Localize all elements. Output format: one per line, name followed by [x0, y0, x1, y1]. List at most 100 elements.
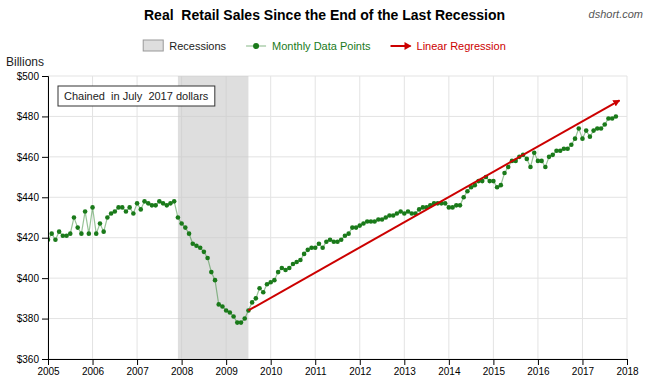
annotation-box — [58, 86, 215, 106]
x-tick: 2010 — [260, 359, 283, 377]
data-point — [124, 209, 129, 214]
data-point — [543, 165, 548, 170]
x-tick: 2018 — [616, 359, 639, 377]
legend-marker — [253, 43, 259, 49]
data-point — [83, 209, 88, 214]
x-tick-mark — [627, 359, 628, 365]
y-grid-line — [48, 237, 627, 238]
y-axis-line — [42, 77, 49, 360]
y-tick-label: $440 — [17, 192, 40, 203]
data-point — [127, 205, 132, 210]
x-tick-label: 2015 — [483, 366, 506, 377]
y-grid-line — [48, 116, 627, 117]
data-point — [532, 151, 537, 156]
x-tick-label: 2010 — [260, 366, 283, 377]
x-grid-line — [582, 76, 583, 359]
x-grid-line — [493, 76, 494, 359]
data-point — [614, 114, 619, 119]
y-axis: $360$380$400$420$440$460$480$500 — [17, 71, 49, 365]
x-tick-label: 2018 — [616, 366, 639, 377]
data-point — [254, 296, 259, 301]
data-point — [602, 122, 607, 127]
data-point — [205, 256, 210, 261]
data-point — [113, 209, 118, 214]
y-tick-label: $480 — [17, 111, 40, 122]
data-point — [261, 290, 266, 295]
x-tick: 2009 — [216, 359, 239, 377]
data-point — [75, 225, 80, 230]
x-tick-label: 2014 — [438, 366, 461, 377]
y-tick: $460 — [17, 152, 48, 163]
data-point — [220, 304, 225, 309]
data-point — [499, 183, 504, 188]
y-tick-label: $360 — [17, 354, 40, 365]
data-point — [49, 231, 54, 236]
x-tick-label: 2009 — [216, 366, 239, 377]
data-point — [202, 250, 207, 255]
data-point — [53, 237, 58, 242]
data-point — [198, 246, 203, 251]
legend: RecessionsMonthly Data PointsLinear Regr… — [143, 40, 506, 52]
watermark: dshort.com — [589, 8, 643, 20]
data-point — [79, 231, 84, 236]
y-tick-label: $500 — [17, 71, 40, 82]
y-tick-label: $400 — [17, 273, 40, 284]
y-tick-mark — [42, 197, 48, 198]
y-tick-mark — [42, 359, 48, 360]
x-tick: 2008 — [171, 359, 194, 377]
x-tick-label: 2017 — [572, 366, 595, 377]
title: Real Retail Sales Since the End of the L… — [144, 7, 505, 23]
x-tick: 2016 — [527, 359, 550, 377]
x-tick-mark — [226, 359, 227, 365]
x-tick: 2006 — [82, 359, 105, 377]
data-point — [298, 258, 303, 263]
chart: 2005200620072008200920102011201220132014… — [0, 0, 649, 385]
x-tick-mark — [93, 359, 94, 365]
data-point — [239, 320, 244, 325]
x-tick-label: 2016 — [527, 366, 550, 377]
x-grid-line — [270, 76, 271, 359]
data-point — [135, 201, 140, 206]
data-point — [242, 316, 247, 321]
x-grid-line — [92, 76, 93, 359]
y-tick: $400 — [17, 273, 48, 284]
data-point — [599, 126, 604, 131]
data-point — [584, 128, 589, 133]
x-grid-line — [537, 76, 538, 359]
x-tick-mark — [582, 359, 583, 365]
y-grid-line — [48, 278, 627, 279]
data-point — [443, 201, 448, 206]
data-point — [87, 231, 92, 236]
x-tick: 2011 — [305, 359, 327, 377]
x-tick: 2013 — [394, 359, 417, 377]
x-tick-mark — [538, 359, 539, 365]
data-point — [172, 199, 177, 204]
y-tick-label: $380 — [17, 313, 40, 324]
y-tick-mark — [42, 238, 48, 239]
data-point — [302, 252, 307, 257]
data-point — [580, 136, 585, 141]
x-tick-label: 2007 — [126, 366, 149, 377]
x-tick: 2007 — [126, 359, 149, 377]
series-line — [48, 116, 616, 322]
data-point — [528, 165, 533, 170]
y-tick-mark — [42, 116, 48, 117]
x-tick-label: 2005 — [37, 366, 60, 377]
data-point — [257, 286, 262, 291]
legend-item: Monthly Data Points — [246, 40, 371, 52]
x-grid-line — [404, 76, 405, 359]
data-point — [272, 278, 277, 283]
data-point — [187, 231, 192, 236]
data-point — [250, 300, 255, 305]
x-tick-mark — [137, 359, 138, 365]
data-point — [539, 159, 544, 164]
x-axis-line — [49, 360, 628, 366]
data-point — [346, 231, 351, 236]
data-point — [176, 215, 181, 220]
data-point — [320, 246, 325, 251]
y-tick-label: $460 — [17, 152, 40, 163]
x-axis: 2005200620072008200920102011201220132014… — [37, 359, 639, 377]
x-tick-label: 2008 — [171, 366, 194, 377]
x-grid-line — [359, 76, 360, 359]
data-point — [461, 195, 466, 200]
